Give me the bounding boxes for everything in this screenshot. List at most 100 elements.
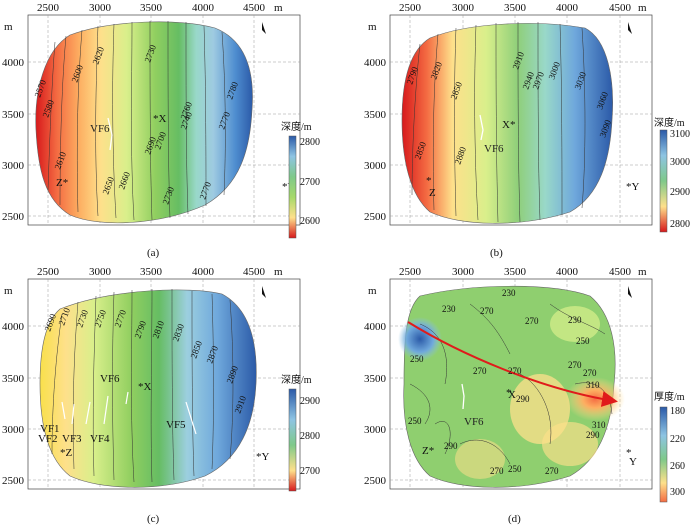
point-z: *Z — [60, 447, 73, 459]
y-unit: m — [368, 21, 377, 33]
legend-label: 260 — [670, 461, 685, 472]
legend-label: 2700 — [300, 466, 320, 477]
north-arrow-icon — [262, 22, 266, 34]
y-tick: 3000 — [2, 424, 25, 436]
y-tick: 3500 — [2, 373, 25, 385]
map-panel-b: 2790 2820 2850 2850 2880 2910 2940 2970 … — [364, 2, 690, 259]
point-x: *X — [153, 113, 167, 125]
x-tick: 3500 — [140, 2, 163, 14]
legend-label: 3100 — [670, 129, 690, 140]
legend-label: 220 — [670, 434, 685, 445]
x-unit: m — [638, 266, 647, 278]
contour-label: 270 — [568, 360, 582, 370]
x-tick: 3000 — [89, 2, 112, 14]
x-tick: 4000 — [556, 2, 579, 14]
point-y: *Y — [626, 181, 640, 193]
legend-label: 2900 — [670, 187, 690, 198]
legend-label: 2700 — [300, 177, 320, 188]
fault-label-vf1: VF1 — [40, 423, 60, 435]
point-z: Z* — [56, 177, 68, 189]
contour-label: 270 — [525, 316, 539, 326]
fault-label-vf6: VF6 — [90, 123, 110, 135]
legend-title: 厚度/m — [654, 390, 685, 403]
fault-label-vf2: VF2 — [38, 433, 58, 445]
x-tick: 4000 — [192, 2, 215, 14]
contour-label: 290 — [444, 441, 458, 451]
contour-label: 230 — [568, 315, 582, 325]
panel-caption: (c) — [147, 513, 160, 525]
point-y: * — [626, 447, 632, 459]
x-tick: 2500 — [399, 2, 422, 14]
y-tick: 2500 — [2, 211, 25, 223]
panel-caption: (d) — [508, 513, 521, 525]
north-arrow-icon — [628, 22, 632, 34]
x-tick: 4000 — [556, 266, 579, 278]
contour-label: 290 — [586, 430, 600, 440]
north-arrow-icon — [262, 286, 266, 298]
contour-label: 310 — [592, 420, 606, 430]
contour-label: 310 — [586, 380, 600, 390]
legend-label: 300 — [670, 487, 685, 498]
fault-label-vf6: VF6 — [464, 416, 484, 428]
contour-label: 270 — [508, 366, 522, 376]
trend-arrow — [407, 321, 618, 407]
x-tick: 2500 — [37, 2, 60, 14]
x-tick: 3500 — [504, 266, 527, 278]
fault-label-vf3: VF3 — [62, 433, 82, 445]
legend-label: 2800 — [300, 431, 320, 442]
contour-label: 270 — [473, 366, 487, 376]
map-panel-a: 2570 2580 2600 2610 2620 2650 2660 2690 … — [2, 2, 320, 259]
y-tick: 3500 — [2, 109, 25, 121]
legend-label: 2600 — [300, 216, 320, 227]
x-tick: 4500 — [243, 2, 266, 14]
map-panel-d: 230 230 250 250 250 250 270 270 270 270 … — [364, 266, 685, 525]
y-unit: m — [4, 21, 13, 33]
legend-label: 3000 — [670, 157, 690, 168]
point-z: * — [426, 175, 432, 187]
x-unit: m — [274, 266, 283, 278]
north-arrow-icon — [628, 286, 632, 298]
y-tick: 4000 — [2, 57, 25, 69]
y-tick: 2500 — [364, 211, 387, 223]
contour-label: 250 — [410, 354, 424, 364]
x-unit: m — [274, 2, 283, 14]
y-tick: 2500 — [364, 475, 387, 487]
legend-label: 180 — [670, 406, 685, 417]
x-tick: 3000 — [452, 266, 475, 278]
contour-label: 250 — [408, 416, 422, 426]
fault-label-vf6: VF6 — [100, 373, 120, 385]
contour-label: 230 — [442, 304, 456, 314]
x-tick: 3000 — [452, 2, 475, 14]
x-tick: 4000 — [192, 266, 215, 278]
legend-title: 深度/m — [281, 120, 312, 133]
point-z-label: Z — [429, 187, 436, 199]
y-unit: m — [4, 285, 13, 297]
y-tick: 3500 — [364, 373, 387, 385]
x-tick: 4500 — [609, 2, 632, 14]
legend-title: 深度/m — [281, 373, 312, 386]
legend-title: 深度/m — [654, 116, 685, 129]
legend-colorbar — [659, 406, 668, 503]
point-x-label: X — [508, 389, 516, 401]
fault-label-vf4: VF4 — [90, 433, 110, 445]
contour-label: 270 — [490, 466, 504, 476]
point-x: *X — [138, 381, 152, 393]
y-tick: 3000 — [2, 160, 25, 172]
y-tick: 4000 — [364, 57, 387, 69]
point-x: * — [506, 387, 512, 399]
fault-label-vf5: VF5 — [166, 419, 186, 431]
panel-caption: (a) — [147, 247, 160, 259]
x-tick: 2500 — [37, 266, 60, 278]
contour-label: 290 — [516, 394, 530, 404]
contour-label: 270 — [545, 466, 559, 476]
legend-label: 2800 — [670, 219, 690, 230]
legend-label: 2900 — [300, 396, 320, 407]
contour-label: 250 — [508, 464, 522, 474]
contour-label: 230 — [502, 288, 516, 298]
contour-label: 250 — [576, 336, 590, 346]
x-tick: 2500 — [399, 266, 422, 278]
map-panel-c: 2690 2710 2730 2750 2770 2790 2810 2830 … — [2, 266, 320, 525]
contour-label: 270 — [583, 368, 597, 378]
point-x: X* — [502, 119, 515, 131]
x-tick: 3500 — [504, 2, 527, 14]
